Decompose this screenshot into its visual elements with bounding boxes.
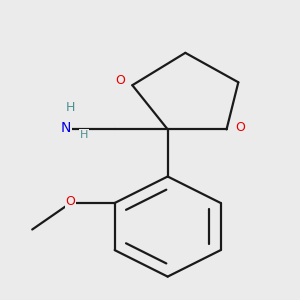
Text: H: H — [66, 101, 75, 114]
Text: N: N — [61, 121, 71, 135]
Text: O: O — [235, 122, 245, 134]
Text: O: O — [116, 74, 125, 87]
Text: H: H — [80, 130, 88, 140]
Text: O: O — [66, 195, 75, 208]
